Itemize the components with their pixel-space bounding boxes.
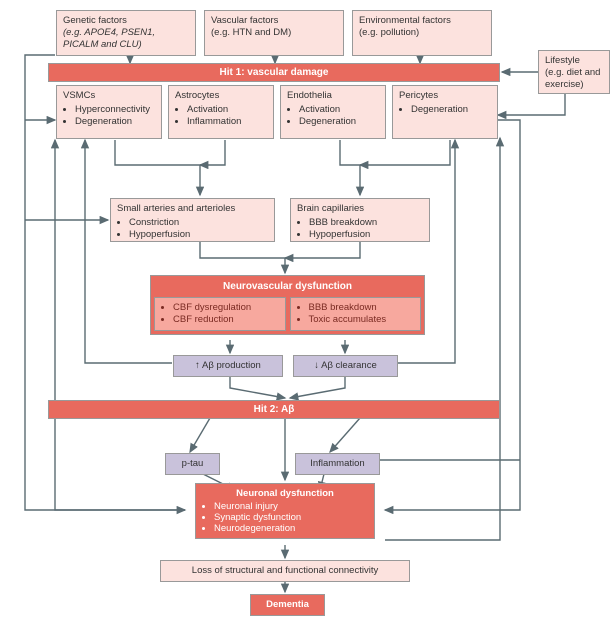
capillaries-box: Brain capillaries BBB breakdown Hypoperf…: [290, 198, 430, 242]
arteries-title: Small arteries and arterioles: [117, 203, 268, 215]
capillaries-item: BBB breakdown: [309, 217, 423, 229]
dementia-label: Dementia: [266, 599, 309, 610]
vascular-title: Vascular factors: [211, 15, 337, 27]
inflam-label: Inflammation: [310, 458, 364, 469]
arteries-item: Hypoperfusion: [129, 229, 268, 241]
inflam-box: Inflammation: [295, 453, 380, 475]
astro-item: Activation: [187, 104, 267, 116]
astro-title: Astrocytes: [175, 90, 267, 102]
hit2-label: Hit 2: Aβ: [254, 404, 295, 415]
env-sub: (e.g. pollution): [359, 27, 485, 39]
neuronal-item: Neurodegeneration: [214, 523, 370, 534]
neuronal-box: Neuronal dysfunction Neuronal injury Syn…: [195, 483, 375, 539]
hit1-label: Hit 1: vascular damage: [220, 67, 329, 78]
genetic-factors-box: Genetic factors (e.g. APOE4, PSEN1, PICA…: [56, 10, 196, 56]
astro-item: Inflammation: [187, 116, 267, 128]
nvd-container: Neurovascular dysfunction CBF dysregulat…: [150, 275, 425, 335]
vsmc-item: Hyperconnectivity: [75, 104, 155, 116]
vsmc-box: VSMCs Hyperconnectivity Degeneration: [56, 85, 162, 139]
peri-title: Pericytes: [399, 90, 491, 102]
hit1-banner: Hit 1: vascular damage: [48, 63, 500, 82]
nvd-left-item: CBF reduction: [173, 314, 279, 326]
endo-item: Degeneration: [299, 116, 379, 128]
astro-box: Astrocytes Activation Inflammation: [168, 85, 274, 139]
nvd-right-item: Toxic accumulates: [309, 314, 415, 326]
nvd-left-item: CBF dysregulation: [173, 302, 279, 314]
ptau-label: p-tau: [182, 458, 204, 469]
nvd-title: Neurovascular dysfunction: [154, 279, 421, 294]
endo-box: Endothelia Activation Degeneration: [280, 85, 386, 139]
capillaries-item: Hypoperfusion: [309, 229, 423, 241]
env-title: Environmental factors: [359, 15, 485, 27]
peri-box: Pericytes Degeneration: [392, 85, 498, 139]
nvd-right-item: BBB breakdown: [309, 302, 415, 314]
loss-label: Loss of structural and functional connec…: [192, 565, 378, 576]
vascular-factors-box: Vascular factors (e.g. HTN and DM): [204, 10, 344, 56]
loss-box: Loss of structural and functional connec…: [160, 560, 410, 582]
arteries-box: Small arteries and arterioles Constricti…: [110, 198, 275, 242]
vascular-sub: (e.g. HTN and DM): [211, 27, 337, 39]
dementia-box: Dementia: [250, 594, 325, 616]
lifestyle-box: Lifestyle (e.g. diet and exercise): [538, 50, 610, 94]
peri-item: Degeneration: [411, 104, 491, 116]
capillaries-title: Brain capillaries: [297, 203, 423, 215]
neuronal-title: Neuronal dysfunction: [200, 488, 370, 499]
vsmc-title: VSMCs: [63, 90, 155, 102]
nvd-left-box: CBF dysregulation CBF reduction: [154, 297, 286, 331]
nvd-right-box: BBB breakdown Toxic accumulates: [290, 297, 422, 331]
arteries-item: Constriction: [129, 217, 268, 229]
neuronal-item: Synaptic dysfunction: [214, 512, 370, 523]
neuronal-item: Neuronal injury: [214, 501, 370, 512]
abeta-prod-box: ↑ Aβ production: [173, 355, 283, 377]
abeta-clear-label: ↓ Aβ clearance: [314, 360, 377, 371]
hit2-banner: Hit 2: Aβ: [48, 400, 500, 419]
vsmc-item: Degeneration: [75, 116, 155, 128]
env-factors-box: Environmental factors (e.g. pollution): [352, 10, 492, 56]
endo-title: Endothelia: [287, 90, 379, 102]
genetic-title: Genetic factors: [63, 15, 189, 27]
abeta-clear-box: ↓ Aβ clearance: [293, 355, 398, 377]
lifestyle-sub: (e.g. diet and exercise): [545, 67, 603, 91]
lifestyle-title: Lifestyle: [545, 55, 603, 67]
genetic-sub: (e.g. APOE4, PSEN1, PICALM and CLU): [63, 27, 189, 51]
ptau-box: p-tau: [165, 453, 220, 475]
endo-item: Activation: [299, 104, 379, 116]
abeta-prod-label: ↑ Aβ production: [195, 360, 261, 371]
